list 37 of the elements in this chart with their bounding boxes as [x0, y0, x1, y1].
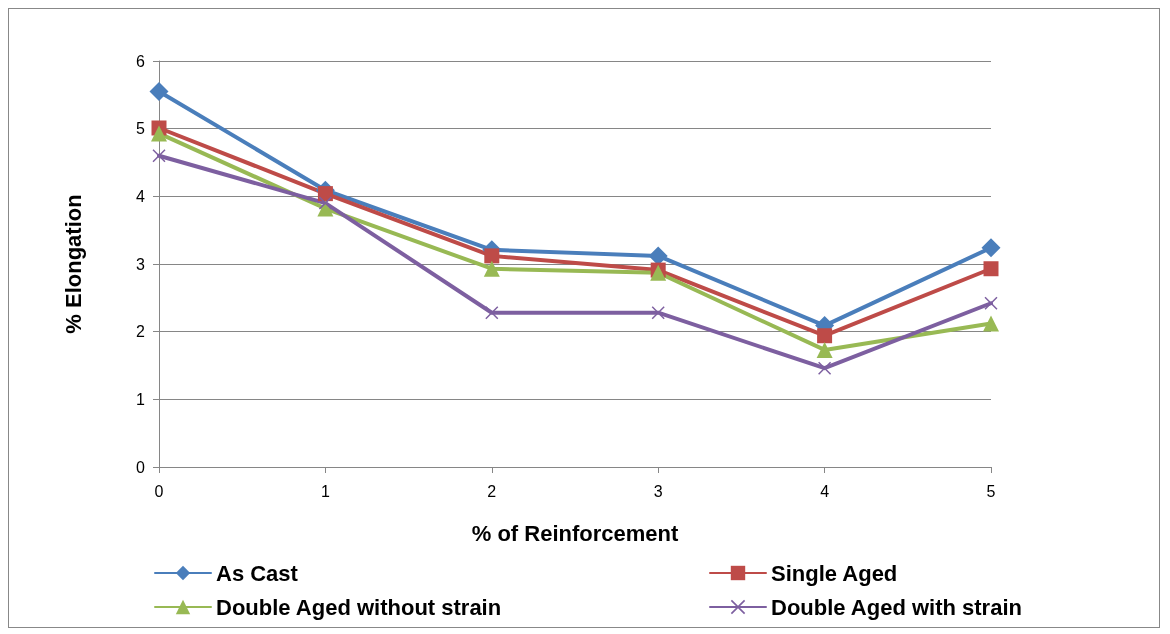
point	[984, 296, 998, 310]
legend-label: Double Aged with strain	[771, 594, 1022, 620]
x-tick-label: 2	[487, 482, 497, 500]
point	[983, 261, 999, 277]
point	[317, 200, 334, 217]
legend-label: Double Aged without strain	[216, 594, 502, 620]
legend-label: As Cast	[216, 560, 299, 586]
legend-label: Single Aged	[771, 560, 898, 586]
y-tick-label: 6	[136, 52, 146, 70]
x-tick-label: 3	[653, 482, 663, 500]
point	[817, 328, 833, 344]
y-tick-label: 1	[136, 390, 146, 408]
point	[818, 361, 832, 375]
point	[151, 125, 167, 142]
point	[484, 248, 500, 264]
point	[317, 186, 333, 202]
point	[651, 306, 665, 320]
y-tick-label: 4	[136, 187, 146, 205]
y-tick-label: 0	[136, 458, 146, 476]
y-tick-label: 2	[136, 323, 146, 341]
y-tick-label: 3	[136, 255, 146, 273]
point	[816, 341, 833, 358]
point	[485, 306, 499, 320]
point	[152, 149, 166, 163]
x-tick-label: 1	[320, 482, 330, 500]
point	[983, 315, 999, 332]
point	[981, 238, 1001, 258]
point	[149, 81, 169, 101]
point	[318, 196, 332, 210]
x-axis-title: % of Reinforcement	[471, 520, 679, 546]
y-tick-label: 5	[136, 120, 146, 138]
point	[483, 260, 500, 277]
point	[648, 246, 668, 266]
y-axis-title: % Elongation	[60, 194, 86, 334]
x-tick-label: 5	[986, 482, 996, 500]
x-tick-label: 4	[820, 482, 830, 500]
x-tick-label: 0	[154, 482, 164, 500]
